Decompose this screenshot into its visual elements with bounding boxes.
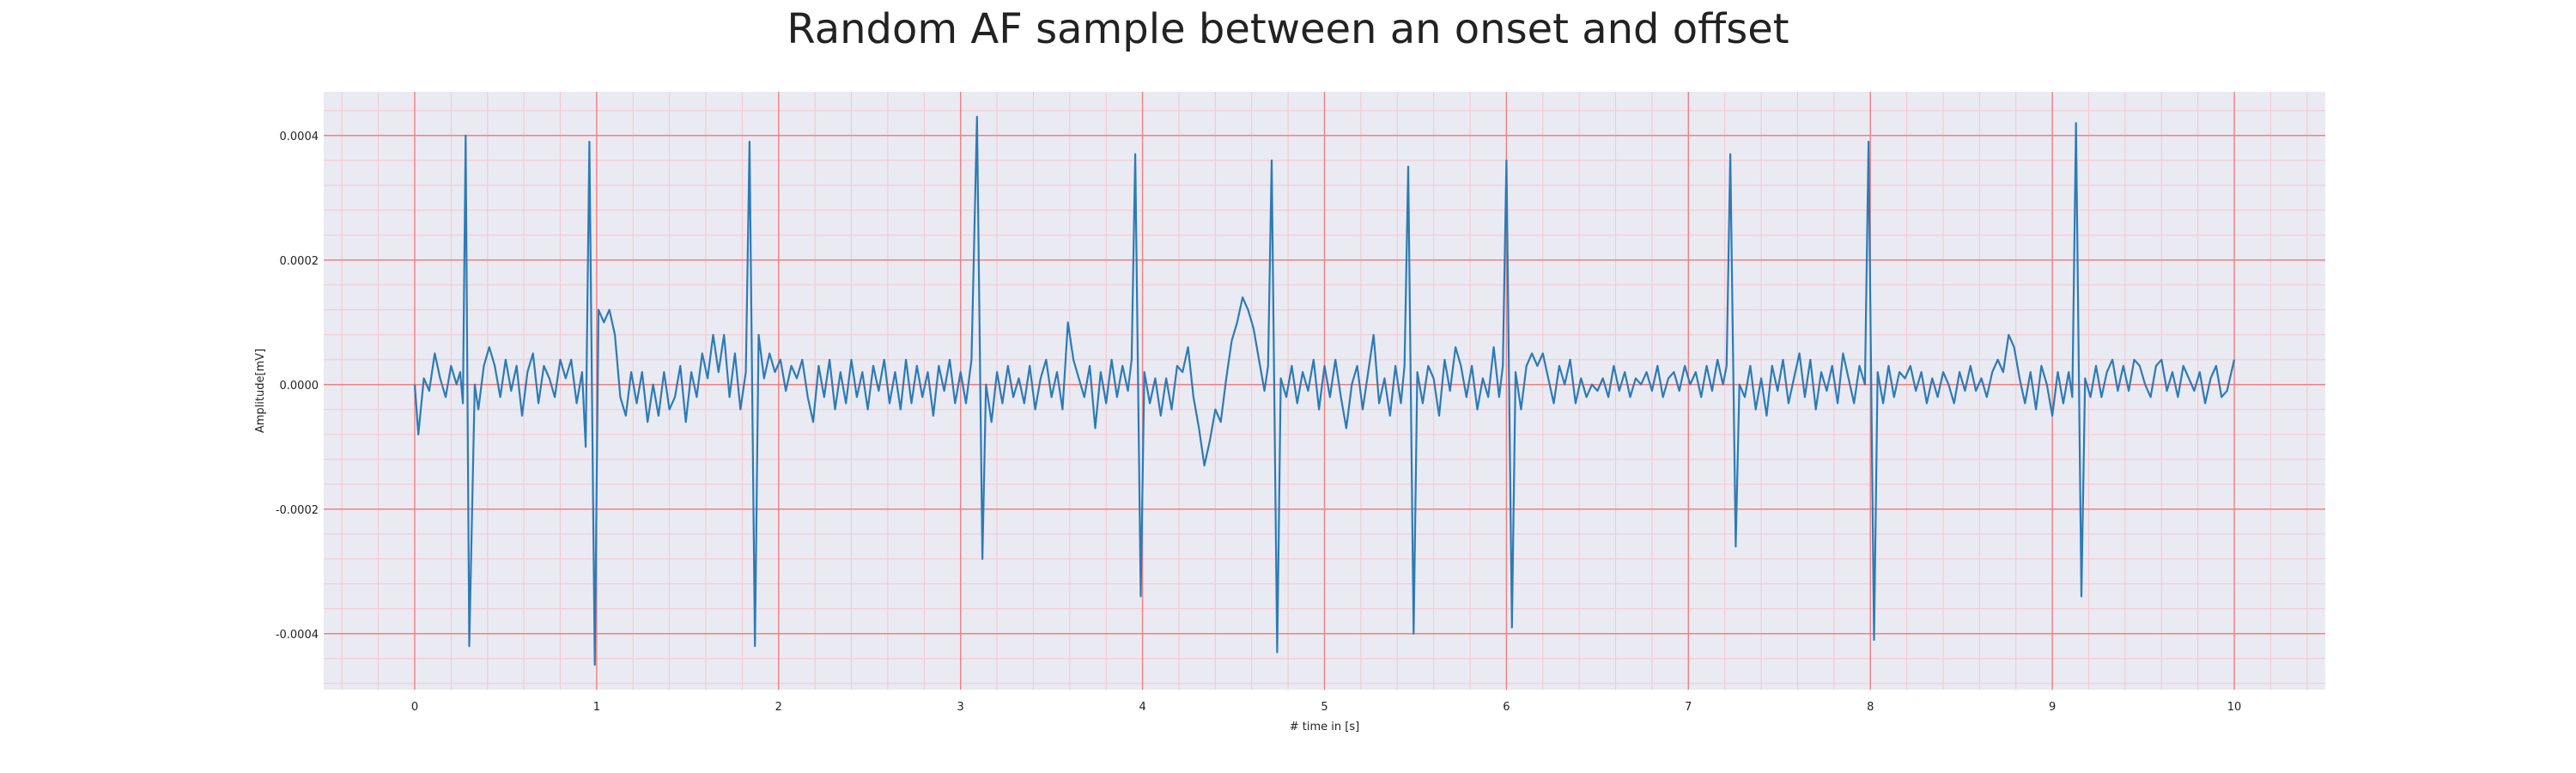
major-grid xyxy=(324,92,2325,690)
y-tick-label: -0.0004 xyxy=(276,629,319,642)
x-tick-label: 3 xyxy=(957,701,964,714)
x-tick-label: 7 xyxy=(1685,701,1692,714)
y-tick-label: 0.0000 xyxy=(280,380,319,393)
x-tick-label: 8 xyxy=(1867,701,1874,714)
chart-title: Random AF sample between an onset and of… xyxy=(787,5,1789,53)
y-tick-label: 0.0002 xyxy=(280,255,319,268)
y-tick-label: -0.0002 xyxy=(276,504,319,517)
ecg-signal-line xyxy=(413,115,2236,666)
x-axis-label: # time in [s] xyxy=(1290,721,1359,733)
x-tick-label: 1 xyxy=(593,701,600,714)
x-tick-label: 0 xyxy=(411,701,418,714)
y-axis-ticks: -0.0004 -0.0002 0.0000 0.0002 0.0004 xyxy=(276,131,319,642)
x-tick-label: 9 xyxy=(2049,701,2056,714)
x-tick-label: 2 xyxy=(775,701,782,714)
y-tick-label: 0.0004 xyxy=(280,131,319,143)
x-tick-label: 10 xyxy=(2227,701,2242,714)
x-tick-label: 6 xyxy=(1503,701,1510,714)
x-tick-label: 5 xyxy=(1321,701,1327,714)
x-tick-label: 4 xyxy=(1139,701,1145,714)
x-axis-ticks: 0 1 2 3 4 5 6 7 8 9 10 xyxy=(411,701,2242,714)
y-axis-label: Amplitude[mV] xyxy=(254,349,267,433)
